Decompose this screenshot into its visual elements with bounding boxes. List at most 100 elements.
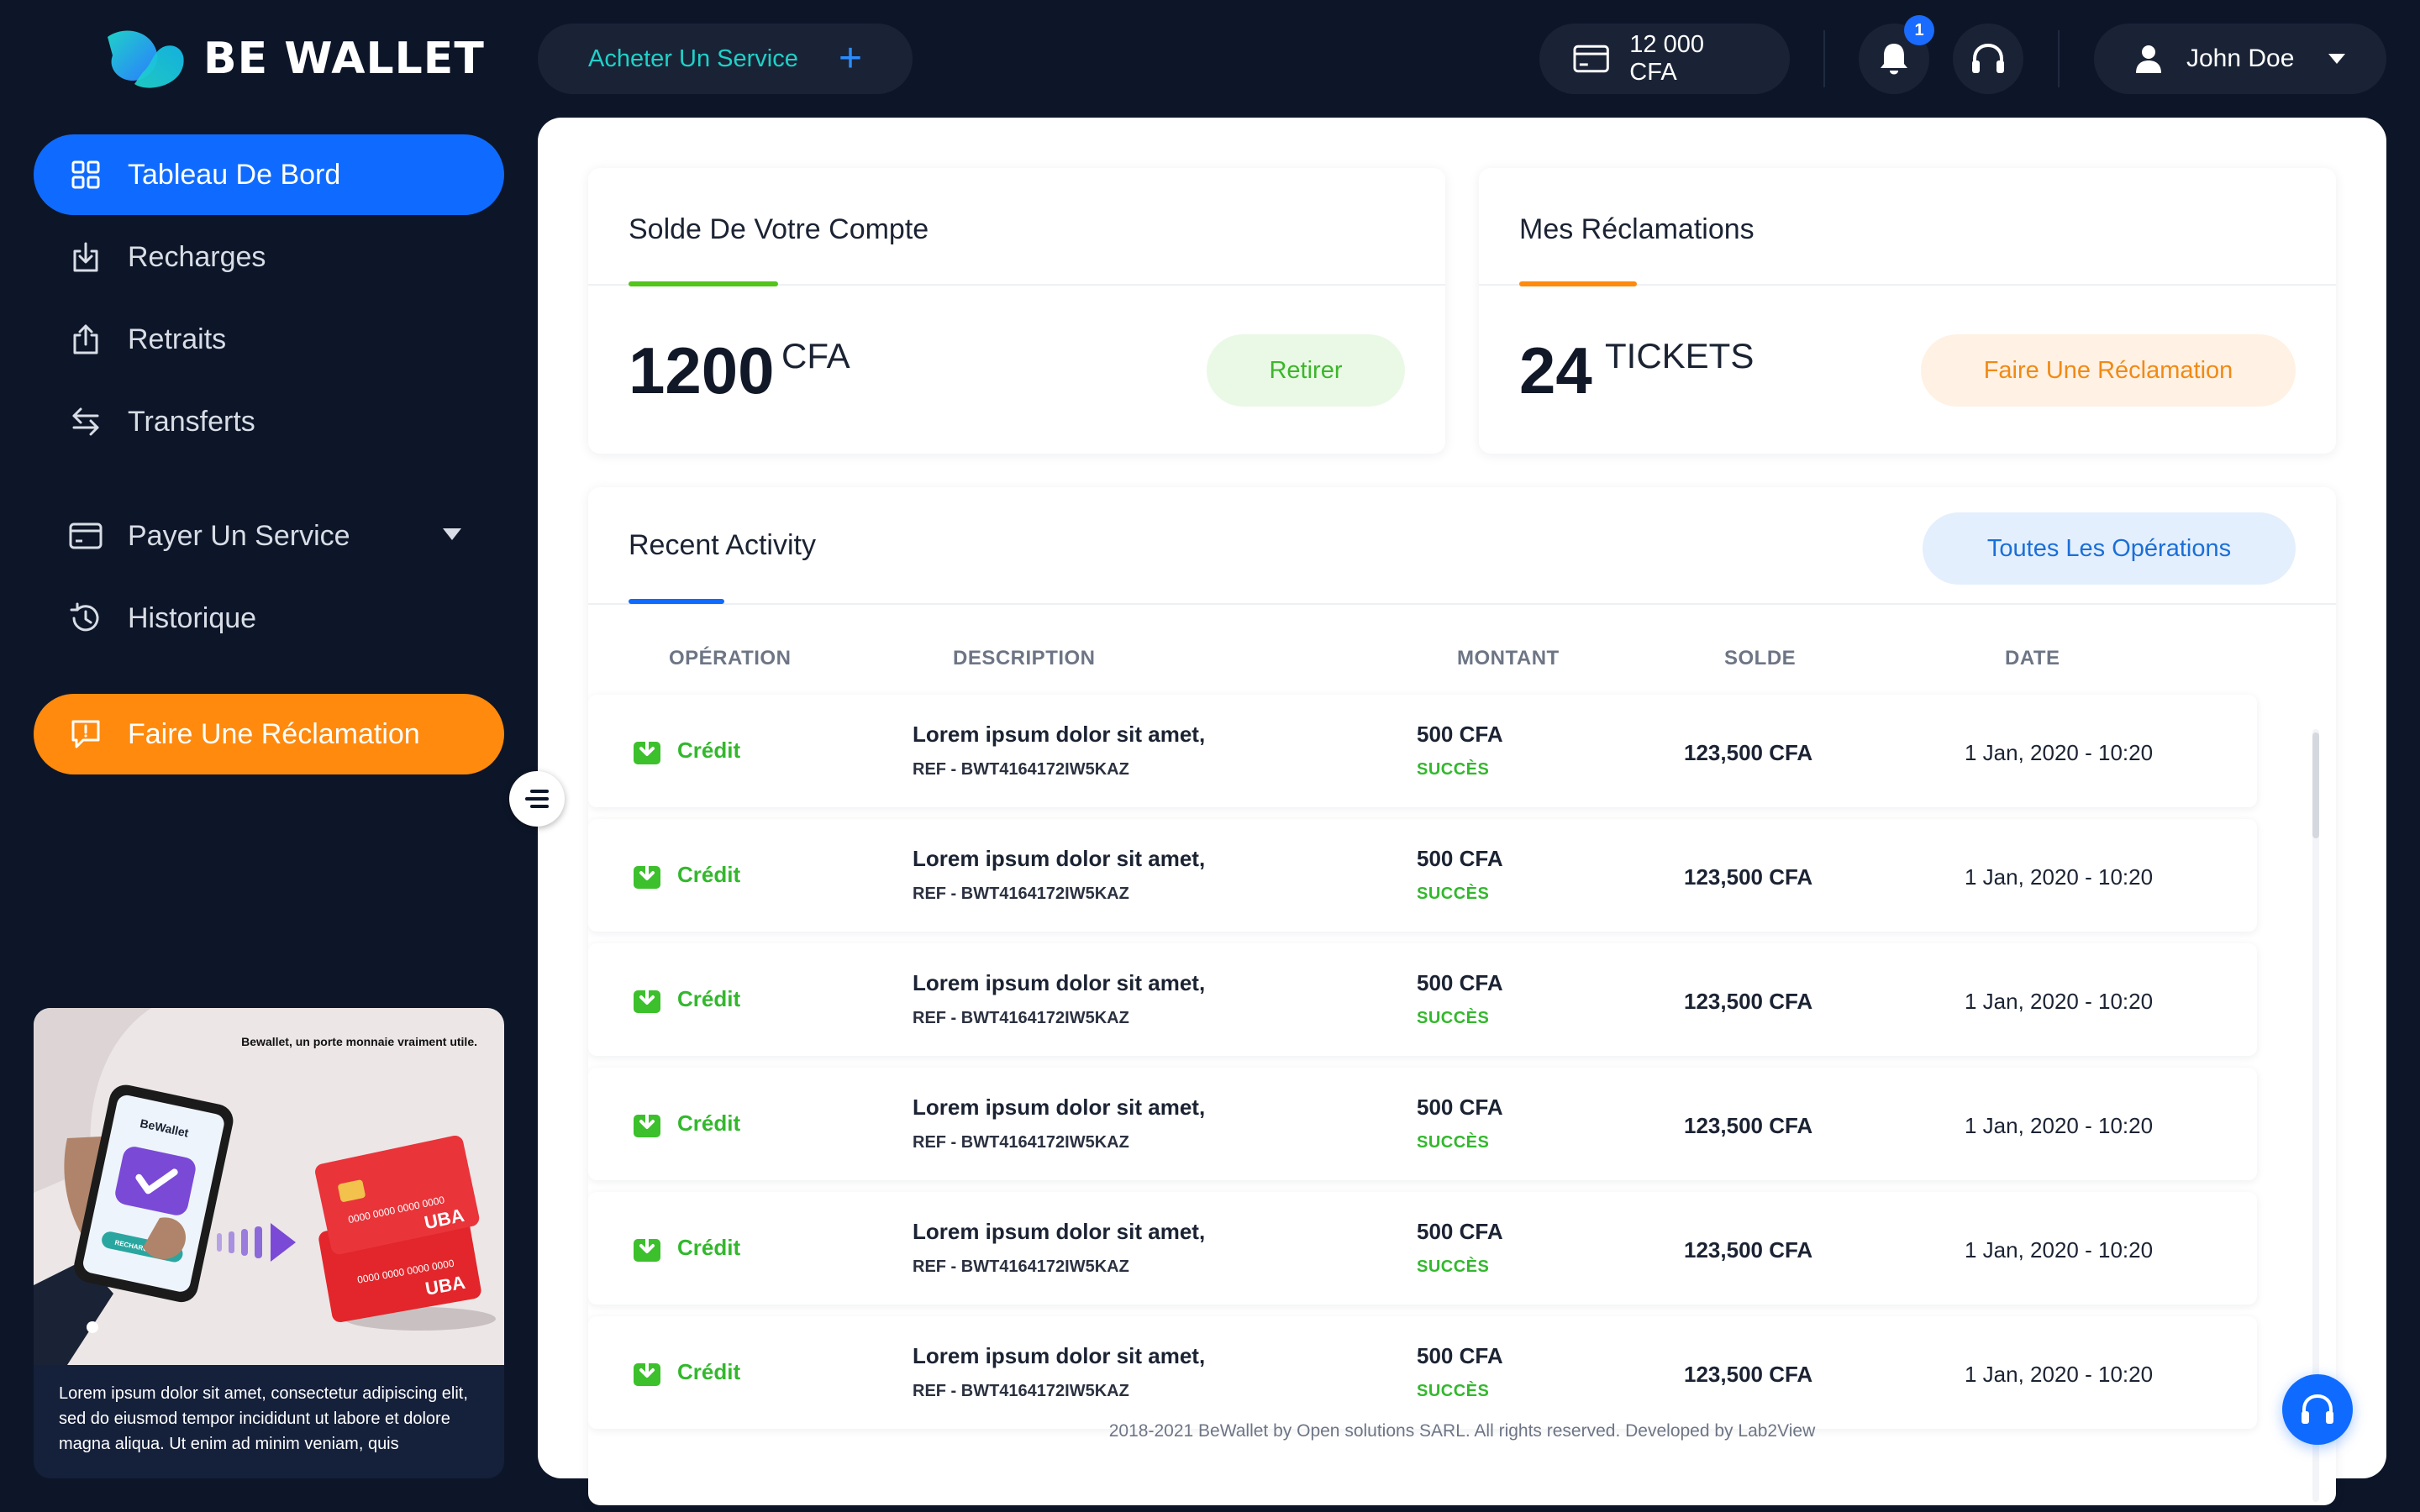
recent-activity-title: Recent Activity xyxy=(629,529,816,561)
status-badge: SUCCÈS xyxy=(1417,760,1490,779)
credit-download-icon xyxy=(634,859,660,889)
sidebar-item-historique[interactable]: Historique xyxy=(34,578,504,659)
status-badge: SUCCÈS xyxy=(1417,1009,1490,1027)
credit-download-icon xyxy=(634,984,660,1013)
claims-count: 24 xyxy=(1519,333,1592,407)
table-row[interactable]: Crédit Lorem ipsum dolor sit amet, REF - B… xyxy=(588,943,2257,1056)
reference-text: REF - BWT4164172IW5KAZ xyxy=(913,1009,1129,1027)
wallet-balance[interactable]: 12 000 CFA xyxy=(1539,24,1790,94)
activity-table: Crédit Lorem ipsum dolor sit amet, REF - B… xyxy=(588,689,2344,1504)
sidebar-item-dashboard[interactable]: Tableau De Bord xyxy=(34,134,504,215)
column-header-date[interactable]: DATE xyxy=(2005,647,2060,669)
column-header-balance[interactable]: SOLDE xyxy=(1724,647,1797,669)
make-claim-button[interactable]: Faire Une Réclamation xyxy=(1921,334,2296,407)
description-text: Lorem ipsum dolor sit amet, xyxy=(913,1343,1206,1368)
date-text: 1 Jan, 2020 - 10:20 xyxy=(1965,1237,2154,1263)
divider xyxy=(2058,30,2060,87)
buy-service-button[interactable]: Acheter Un Service + xyxy=(538,24,913,94)
status-badge: SUCCÈS xyxy=(1417,885,1490,903)
credit-download-icon xyxy=(634,1232,660,1262)
sidebar-item-label: Retraits xyxy=(128,323,227,355)
balance-card: Solde De Votre Compte 1200 CFA Retirer xyxy=(588,168,1445,454)
date-text: 1 Jan, 2020 - 10:20 xyxy=(1965,864,2154,890)
transfer-icon xyxy=(69,405,103,438)
table-scrollbar-thumb[interactable] xyxy=(2312,732,2319,838)
user-name: John Doe xyxy=(2186,45,2295,72)
sidebar-item-recharges[interactable]: Recharges xyxy=(34,217,504,297)
reference-text: REF - BWT4164172IW5KAZ xyxy=(913,760,1129,779)
description-text: Lorem ipsum dolor sit amet, xyxy=(913,846,1206,871)
footer-text: 2018-2021 BeWallet by Open solutions SAR… xyxy=(1108,1421,1816,1441)
status-badge: SUCCÈS xyxy=(1417,1382,1490,1400)
menu-toggle-icon xyxy=(525,790,549,808)
brand-name: BE WALLET xyxy=(203,34,485,84)
table-row[interactable]: Crédit Lorem ipsum dolor sit amet, REF - B… xyxy=(588,1316,2257,1429)
sidebar-item-label: Payer Un Service xyxy=(128,519,350,552)
column-header-amount[interactable]: MONTANT xyxy=(1457,647,1560,669)
balance-text: 123,500 CFA xyxy=(1684,1237,1813,1263)
table-row[interactable]: Crédit Lorem ipsum dolor sit amet, REF - B… xyxy=(588,819,2257,932)
operation-cell: Crédit xyxy=(632,984,740,1014)
amount-text: 500 CFA xyxy=(1417,1219,1503,1244)
withdraw-button[interactable]: Retirer xyxy=(1207,334,1405,407)
divider xyxy=(1823,30,1825,87)
claims-unit: TICKETS xyxy=(1605,336,1754,375)
sidebar-item-transferts[interactable]: Transferts xyxy=(34,381,504,462)
operation-cell: Crédit xyxy=(632,1108,740,1138)
sidebar-item-label: Transferts xyxy=(128,405,255,438)
table-row[interactable]: Crédit Lorem ipsum dolor sit amet, REF - B… xyxy=(588,1192,2257,1305)
balance-amount: 1200 xyxy=(629,333,775,407)
description-text: Lorem ipsum dolor sit amet, xyxy=(913,722,1206,747)
plus-icon: + xyxy=(838,36,862,81)
all-operations-button[interactable]: Toutes Les Opérations xyxy=(1923,512,2296,585)
reference-text: REF - BWT4164172IW5KAZ xyxy=(913,885,1129,903)
history-icon xyxy=(69,601,103,635)
date-text: 1 Jan, 2020 - 10:20 xyxy=(1965,740,2154,765)
notifications-button[interactable]: 1 xyxy=(1859,15,1934,94)
column-header-operation[interactable]: OPÉRATION xyxy=(669,647,792,669)
phone-card-illustration: BeWallet RECHARGER 0000 0000 0000 0000 U… xyxy=(34,1008,496,1365)
sidebar-item-label: Tableau De Bord xyxy=(128,158,341,191)
description-text: Lorem ipsum dolor sit amet, xyxy=(913,1219,1206,1244)
balance-text: 123,500 CFA xyxy=(1684,1113,1813,1138)
user-menu-button[interactable]: John Doe xyxy=(2094,24,2386,94)
claims-card-title: Mes Réclamations xyxy=(1519,213,1754,245)
status-badge: SUCCÈS xyxy=(1417,1133,1490,1152)
promo-card[interactable]: BeWallet RECHARGER 0000 0000 0000 0000 U… xyxy=(34,1008,504,1478)
sidebar-item-label: Historique xyxy=(128,601,257,634)
collapse-sidebar-button[interactable] xyxy=(509,771,565,827)
column-header-description[interactable]: DESCRIPTION xyxy=(953,647,1096,669)
support-button[interactable] xyxy=(1953,24,2023,94)
sidebar-item-payer-service[interactable]: Payer Un Service xyxy=(34,496,504,576)
description-text: Lorem ipsum dolor sit amet, xyxy=(913,970,1206,995)
card-divider xyxy=(588,603,2336,605)
reference-text: REF - BWT4164172IW5KAZ xyxy=(913,1133,1129,1152)
operation-cell: Crédit xyxy=(632,859,740,890)
card-icon xyxy=(69,519,103,553)
card-icon xyxy=(1573,45,1609,73)
card-divider xyxy=(1479,284,2336,286)
bell-icon xyxy=(1881,44,1907,75)
operation-cell: Crédit xyxy=(632,1357,740,1387)
balance-text: 123,500 CFA xyxy=(1684,1362,1813,1387)
card-accent-bar xyxy=(629,599,724,604)
sidebar-item-retraits[interactable]: Retraits xyxy=(34,299,504,380)
sidebar-claim-button[interactable]: Faire Une Réclamation xyxy=(34,694,504,774)
table-scrollbar-track[interactable] xyxy=(2312,729,2319,1502)
help-chat-button[interactable] xyxy=(2282,1374,2353,1445)
balance-unit: CFA xyxy=(781,336,850,375)
user-icon xyxy=(2136,45,2161,73)
credit-download-icon xyxy=(634,1108,660,1137)
amount-text: 500 CFA xyxy=(1417,722,1503,747)
table-row[interactable]: Crédit Lorem ipsum dolor sit amet, REF - B… xyxy=(588,1068,2257,1180)
card-accent-bar xyxy=(1519,281,1637,286)
upload-icon xyxy=(69,323,103,356)
brand-logo[interactable]: BE WALLET xyxy=(101,25,485,92)
wallet-balance-label: 12 000 CFA xyxy=(1629,31,1704,86)
date-text: 1 Jan, 2020 - 10:20 xyxy=(1965,989,2154,1014)
balance-text: 123,500 CFA xyxy=(1684,864,1813,890)
table-row[interactable]: Crédit Lorem ipsum dolor sit amet, REF - B… xyxy=(588,695,2257,807)
credit-download-icon xyxy=(634,735,660,764)
description-text: Lorem ipsum dolor sit amet, xyxy=(913,1095,1206,1120)
promo-text: Lorem ipsum dolor sit amet, consectetur … xyxy=(59,1384,468,1453)
